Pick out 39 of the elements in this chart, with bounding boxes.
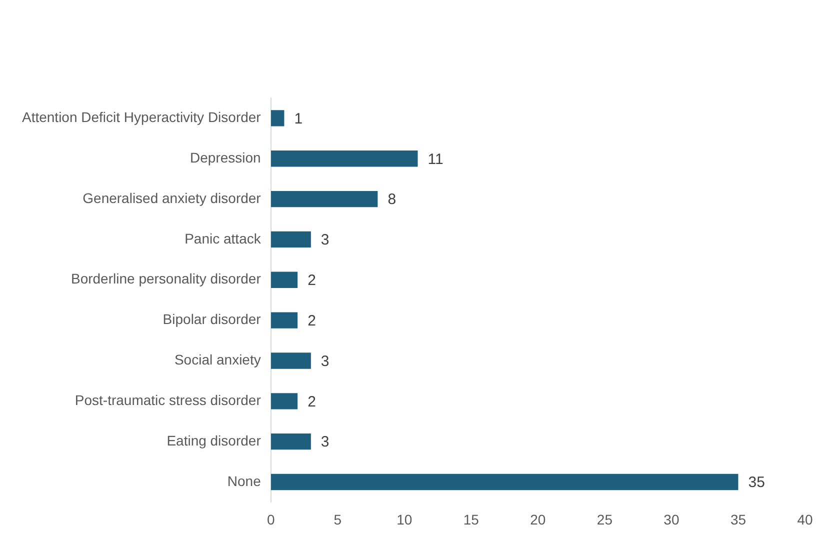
y-tick-label: Depression (190, 149, 261, 166)
x-tick-label: 30 (664, 511, 680, 528)
bar (270, 433, 311, 450)
x-tick-label: 5 (334, 511, 342, 528)
x-tick-label: 20 (530, 511, 546, 528)
data-label: 2 (308, 312, 316, 330)
y-tick-label: Attention Deficit Hyperactivity Disorder (22, 109, 262, 126)
x-tick-label: 25 (596, 511, 613, 528)
y-tick-label: Post-traumatic stress disorder (74, 392, 262, 408)
data-label: 8 (388, 191, 396, 208)
x-tick-label: 15 (463, 511, 480, 528)
y-tick-label: Social anxiety (174, 352, 261, 368)
bar (270, 393, 298, 410)
y-tick-label: None (227, 472, 262, 489)
y-tick-label: Eating disorder (166, 432, 262, 448)
y-tick-label: Borderline personality disorder (70, 270, 262, 287)
y-tick-label: Panic attack (184, 230, 262, 246)
data-label: 35 (748, 474, 765, 492)
y-tick-label: Bipolar disorder (162, 311, 262, 328)
data-label: 1 (294, 110, 303, 128)
data-label: 2 (308, 272, 316, 290)
x-tick-label: 40 (797, 511, 813, 528)
data-label: 11 (428, 150, 444, 168)
bar (270, 231, 311, 248)
x-tick-label: 10 (396, 511, 412, 528)
data-label: 3 (320, 352, 330, 370)
x-tick-label: 0 (266, 511, 275, 528)
bar (270, 150, 418, 167)
bar (270, 190, 378, 208)
data-label: 2 (308, 393, 316, 410)
bar (270, 352, 311, 369)
y-tick-label: Generalised anxiety disorder (82, 190, 262, 206)
data-label: 3 (320, 232, 330, 249)
bar (270, 110, 284, 126)
bar (270, 312, 298, 328)
x-tick-label: 35 (730, 511, 746, 528)
bar (270, 272, 298, 288)
bar (270, 474, 738, 490)
data-label: 3 (320, 434, 330, 451)
